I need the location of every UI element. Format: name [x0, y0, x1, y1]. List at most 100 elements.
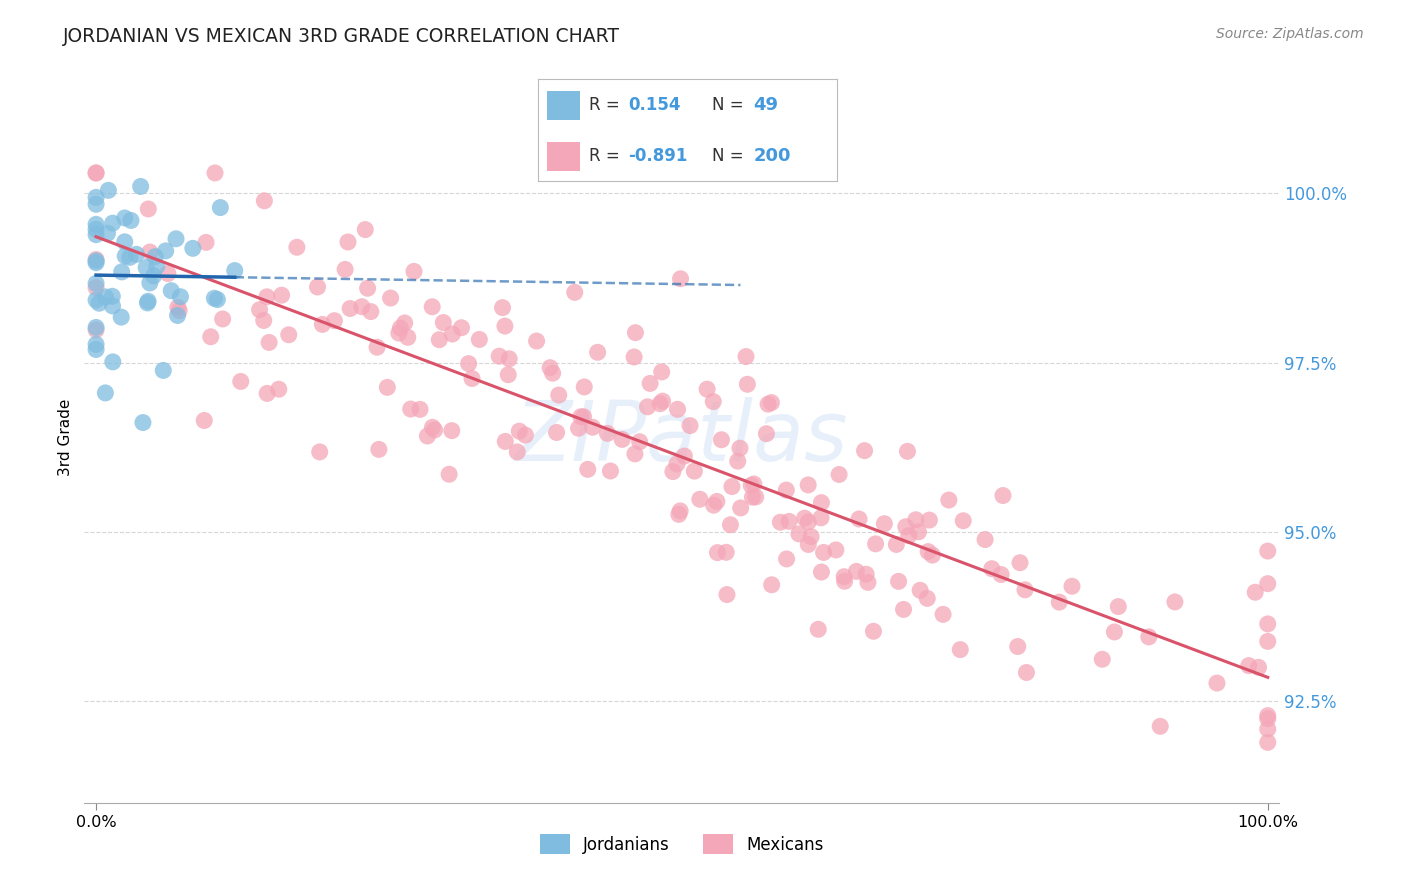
Point: [576, 462, 599, 476]
Point: [389, 321, 412, 335]
Point: [155, 244, 177, 258]
Point: [807, 622, 830, 636]
Point: [396, 330, 419, 344]
Point: [848, 512, 870, 526]
Point: [648, 397, 671, 411]
Point: [84, 252, 107, 267]
Point: [1206, 676, 1229, 690]
Point: [921, 548, 943, 562]
Point: [135, 260, 157, 275]
Point: [853, 443, 876, 458]
Point: [375, 380, 398, 394]
Point: [110, 310, 132, 325]
Point: [167, 303, 190, 318]
Point: [893, 602, 915, 616]
Point: [706, 546, 728, 560]
Point: [721, 480, 744, 494]
Point: [508, 424, 530, 438]
Point: [1060, 579, 1083, 593]
Point: [136, 202, 159, 216]
Point: [84, 323, 107, 337]
Point: [224, 263, 246, 277]
Point: [394, 316, 416, 330]
Point: [209, 201, 232, 215]
Point: [813, 545, 835, 559]
Point: [350, 300, 373, 314]
Point: [1104, 624, 1126, 639]
Point: [1257, 735, 1279, 749]
Point: [918, 513, 941, 527]
Point: [735, 350, 758, 364]
Point: [101, 216, 124, 230]
Point: [949, 642, 972, 657]
Point: [114, 211, 136, 225]
Point: [1091, 652, 1114, 666]
Point: [96, 227, 118, 241]
Point: [202, 291, 225, 305]
Point: [1247, 660, 1270, 674]
Point: [741, 490, 763, 504]
Point: [855, 567, 877, 582]
Point: [118, 250, 141, 264]
Point: [673, 449, 696, 463]
Point: [599, 464, 621, 478]
Point: [990, 567, 1012, 582]
Point: [873, 516, 896, 531]
Point: [380, 291, 402, 305]
Point: [267, 382, 290, 396]
Point: [742, 477, 765, 491]
Point: [666, 402, 689, 417]
Point: [825, 543, 848, 558]
Text: ZIPatlas: ZIPatlas: [515, 397, 849, 477]
Point: [586, 345, 609, 359]
Point: [991, 489, 1014, 503]
Point: [651, 365, 673, 379]
Point: [564, 285, 586, 300]
Text: JORDANIAN VS MEXICAN 3RD GRADE CORRELATION CHART: JORDANIAN VS MEXICAN 3RD GRADE CORRELATI…: [63, 27, 620, 45]
Point: [572, 409, 595, 424]
Point: [1257, 712, 1279, 726]
Point: [450, 320, 472, 334]
Point: [1047, 595, 1070, 609]
Point: [740, 478, 762, 492]
Point: [84, 277, 107, 291]
Point: [716, 545, 738, 559]
Point: [1007, 640, 1029, 654]
Point: [1237, 658, 1260, 673]
Point: [1257, 722, 1279, 736]
Point: [904, 513, 927, 527]
Point: [755, 426, 778, 441]
Point: [689, 492, 711, 507]
Point: [702, 394, 724, 409]
Point: [94, 385, 117, 400]
Point: [207, 293, 229, 307]
Point: [84, 166, 107, 180]
Point: [703, 498, 725, 512]
Point: [1257, 634, 1279, 648]
Point: [810, 496, 832, 510]
Point: [668, 508, 690, 522]
Point: [506, 445, 529, 459]
Point: [662, 465, 685, 479]
Point: [810, 511, 832, 525]
Point: [574, 380, 596, 394]
Point: [311, 318, 333, 332]
Point: [132, 416, 155, 430]
Point: [797, 478, 820, 492]
Point: [114, 235, 136, 249]
Point: [896, 444, 918, 458]
Point: [526, 334, 548, 348]
Point: [229, 375, 252, 389]
Point: [886, 537, 908, 551]
Point: [679, 418, 702, 433]
Point: [84, 227, 107, 242]
Point: [129, 179, 152, 194]
Point: [498, 351, 520, 366]
Point: [494, 319, 516, 334]
Point: [441, 326, 464, 341]
Point: [285, 240, 308, 254]
Point: [111, 265, 134, 279]
Point: [651, 394, 673, 409]
Point: [515, 428, 537, 442]
Point: [810, 565, 832, 579]
